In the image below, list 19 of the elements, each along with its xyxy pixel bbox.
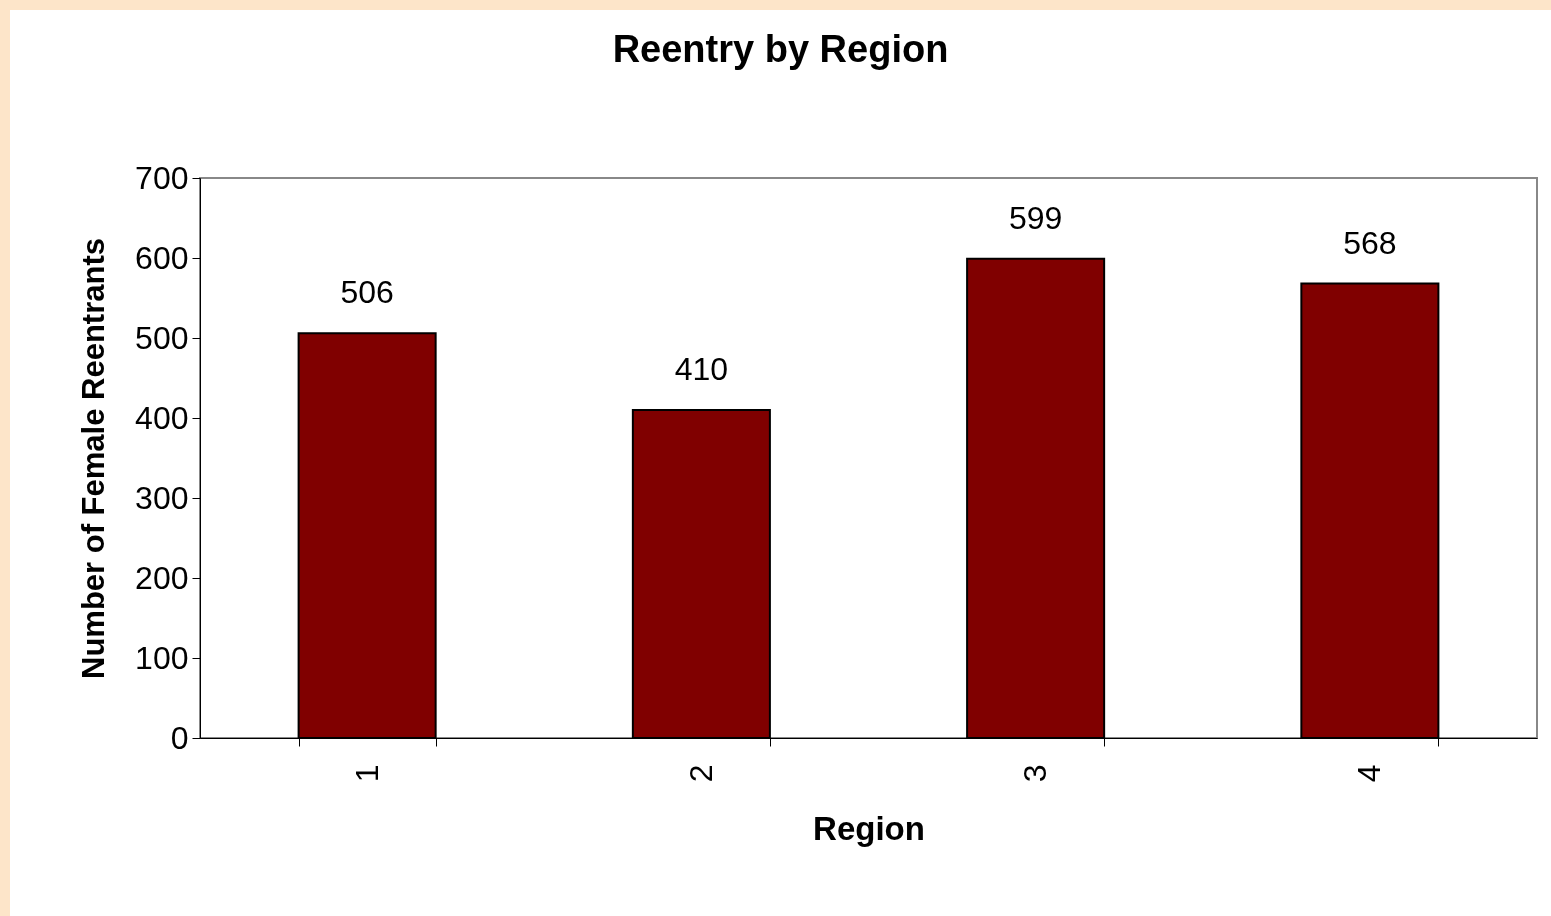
- data-label: 506: [340, 274, 394, 311]
- y-tick-label: 600: [135, 239, 189, 276]
- y-tick-label: 500: [135, 319, 189, 356]
- y-tick-label: 400: [135, 399, 189, 436]
- data-label: 568: [1343, 224, 1397, 261]
- y-axis-title: Number of Female Reentrants: [76, 238, 112, 679]
- x-tick-label: 1: [348, 764, 385, 783]
- y-tick-label: 700: [135, 159, 189, 196]
- y-tick-label: 100: [135, 639, 189, 676]
- chart-title: Reentry by Region: [612, 28, 949, 70]
- x-axis-title: Region: [813, 810, 925, 848]
- x-tick-label: 4: [1351, 764, 1388, 783]
- data-label: 599: [1008, 199, 1063, 236]
- y-tick-label: 0: [170, 719, 189, 756]
- data-label: 410: [674, 351, 729, 387]
- y-tick-label: 200: [135, 559, 189, 596]
- y-tick-label: 300: [135, 479, 189, 516]
- x-tick-label: 3: [1017, 764, 1054, 783]
- x-tick-label: 2: [682, 764, 719, 783]
